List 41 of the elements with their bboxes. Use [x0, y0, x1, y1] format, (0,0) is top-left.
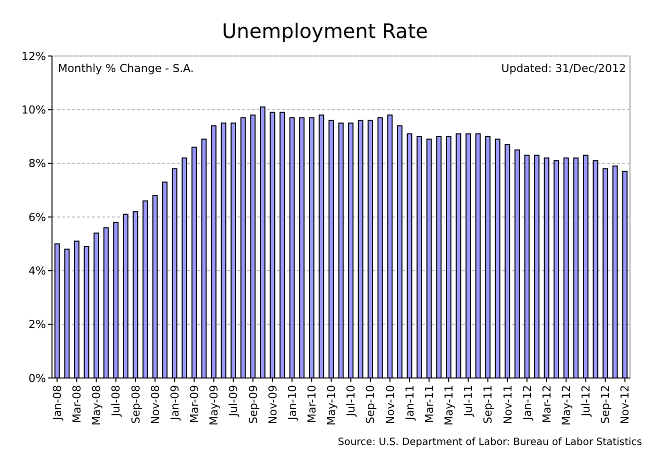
annotation: Monthly % Change - S.A. [58, 62, 194, 75]
x-tick-label: Jan-08 [50, 385, 64, 421]
y-tick-label: 8% [28, 157, 46, 170]
x-tick-label: Jul-09 [227, 385, 240, 418]
x-tick-label: Jan-09 [168, 385, 182, 421]
x-tick-label: Mar-10 [305, 385, 318, 424]
x-tick-label: May-09 [208, 385, 221, 426]
x-tick-label: Jul-12 [580, 385, 593, 418]
x-tick-label: Sep-08 [129, 385, 142, 424]
y-tick-label: 0% [28, 372, 46, 385]
x-tick-label: Mar-12 [540, 385, 554, 424]
y-tick-label: 10% [22, 104, 46, 117]
x-tick-label: Mar-11 [422, 385, 436, 424]
y-tick-label: 12% [22, 50, 46, 63]
x-tick-label: Jul-10 [344, 385, 358, 418]
x-tick-label: Jan-11 [403, 385, 416, 421]
x-tick-label: Nov-12 [618, 385, 632, 424]
x-tick-label: Sep-09 [246, 385, 260, 424]
x-tick-label: Nov-10 [384, 385, 397, 424]
annotation: Updated: 31/Dec/2012 [501, 62, 626, 75]
chart-title: Unemployment Rate [222, 19, 428, 43]
x-tick-label: Sep-11 [482, 385, 495, 424]
y-tick-label: 6% [28, 210, 46, 224]
source-note: Source: U.S. Department of Labor: Bureau of Labor Statistics [338, 437, 642, 448]
x-tick-label: Jan-12 [520, 385, 534, 421]
x-tick-label: Jan-10 [286, 385, 299, 421]
x-tick-label: Nov-08 [148, 385, 162, 424]
x-tick-label: May-12 [560, 385, 573, 426]
x-tick-label: May-11 [442, 385, 456, 426]
x-tick-label: Mar-09 [188, 385, 202, 424]
y-tick-label: 2% [28, 318, 46, 332]
x-tick-label: Nov-11 [501, 385, 514, 424]
x-tick-label: May-08 [90, 385, 104, 426]
x-tick-label: Jul-08 [110, 385, 123, 418]
x-tick-label: Sep-12 [599, 385, 612, 424]
x-tick-label: Sep-10 [364, 385, 378, 424]
x-tick-label: Nov-09 [266, 385, 280, 424]
x-tick-label: Jul-11 [462, 385, 476, 418]
y-tick-label: 4% [28, 264, 46, 278]
x-tick-label: May-10 [325, 385, 338, 426]
x-tick-label: Mar-08 [70, 385, 84, 424]
